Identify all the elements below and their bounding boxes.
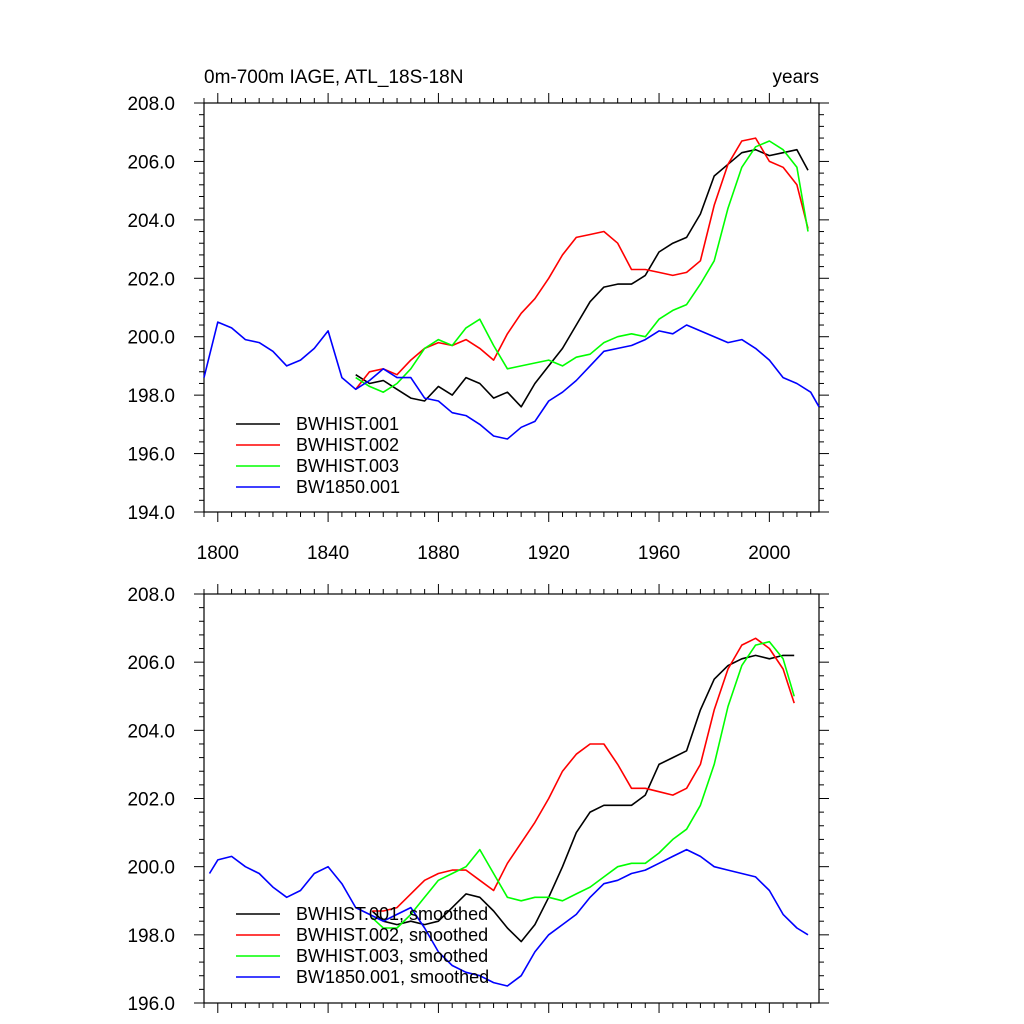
series-line — [355, 137, 809, 390]
y-tick-label: 196.0 — [127, 445, 175, 466]
top-panel-title: 0m-700m IAGE, ATL_18S-18N — [204, 67, 463, 88]
y-tick-label: 206.0 — [127, 653, 175, 674]
plot-frame — [203, 102, 820, 513]
y-tick-label: 204.0 — [127, 721, 175, 742]
legend-label: BWHIST.001, smoothed — [296, 904, 488, 924]
series-line — [203, 321, 820, 440]
bottom-panel: 196.0 198.0 200.0 202.0 204.0 206.0 208.0 BWHIS… — [127, 584, 829, 1015]
legend-label: BWHIST.003, smoothed — [296, 946, 488, 966]
y-tick-label: 200.0 — [127, 328, 175, 349]
series-line — [208, 848, 809, 987]
series-line — [355, 148, 809, 408]
x-tick-label: 1920 — [528, 543, 570, 564]
legend-label: BWHIST.002, smoothed — [296, 925, 488, 945]
y-tick-label: 196.0 — [127, 994, 175, 1015]
legend-label: BWHIST.003 — [296, 456, 399, 476]
x-tick-label: 1800 — [197, 543, 239, 564]
y-tick-label: 202.0 — [127, 790, 175, 811]
series-line — [355, 140, 809, 394]
x-tick-label: 2000 — [748, 543, 790, 564]
y-tick-label: 202.0 — [127, 269, 175, 290]
y-tick-label: 208.0 — [127, 94, 175, 115]
series-line — [371, 654, 795, 943]
y-tick-label: 206.0 — [127, 152, 175, 173]
y-tick-label: 208.0 — [127, 585, 175, 606]
series-line — [371, 640, 795, 929]
series-line — [372, 637, 795, 912]
y-tick-label: 194.0 — [127, 503, 175, 524]
x-tick-label: 1840 — [307, 543, 349, 564]
x-tick-label: 1960 — [638, 543, 680, 564]
top-panel-units: years — [773, 67, 819, 88]
y-tick-label: 200.0 — [127, 858, 175, 879]
y-tick-label: 198.0 — [127, 386, 175, 407]
legend-label: BW1850.001, smoothed — [296, 967, 489, 987]
y-tick-label: 198.0 — [127, 926, 175, 947]
y-tick-label: 204.0 — [127, 211, 175, 232]
top-panel: 0m-700m IAGE, ATL_18S-18N years 194.0 196… — [127, 67, 829, 564]
x-tick-label: 1880 — [417, 543, 459, 564]
legend-label: BWHIST.002 — [296, 435, 399, 455]
legend-label: BW1850.001 — [296, 477, 400, 497]
legend-label: BWHIST.001 — [296, 414, 399, 434]
